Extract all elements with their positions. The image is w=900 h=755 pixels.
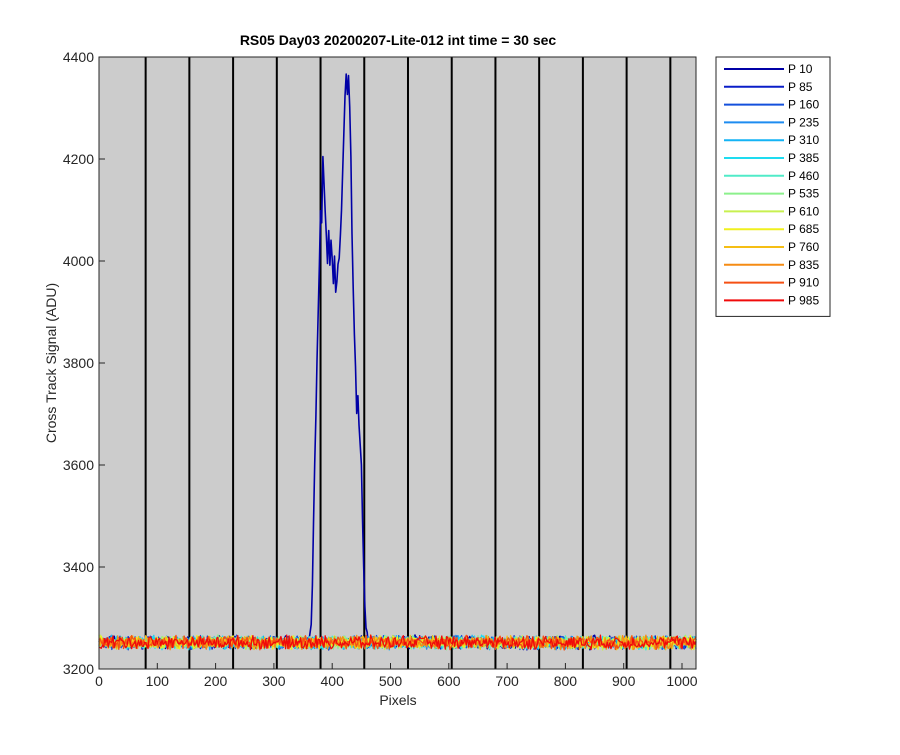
y-axis: 3200 3400 3600 3800 4000 4200 4400 [63,49,105,677]
x-tick-label: 100 [146,673,170,689]
series-line-p-985 [98,634,697,651]
x-axis: 0 100 200 300 400 500 600 700 800 900 1000 [95,663,698,689]
x-tick-label: 900 [612,673,636,689]
x-tick-label: 700 [495,673,519,689]
legend-entry: P 985 [788,293,819,307]
y-tick-label: 4400 [63,49,94,65]
x-tick-label: 200 [204,673,228,689]
legend-entry: P 85 [788,80,813,94]
legend-entry: P 610 [788,204,819,218]
series-layer [98,73,697,651]
legend-entry: P 385 [788,151,819,165]
x-tick-label: 500 [379,673,403,689]
x-tick-label: 800 [554,673,578,689]
legend-entry: P 685 [788,222,819,236]
x-tick-label: 400 [321,673,345,689]
x-axis-label: Pixels [379,692,416,708]
legend-entry: P 460 [788,169,819,183]
y-tick-label: 3600 [63,457,94,473]
y-axis-label: Cross Track Signal (ADU) [43,283,59,443]
x-tick-label: 600 [437,673,461,689]
x-tick-label: 0 [95,673,103,689]
y-tick-label: 3200 [63,661,94,677]
y-tick-label: 4200 [63,151,94,167]
legend-entry: P 310 [788,133,819,147]
y-tick-label: 3400 [63,559,94,575]
x-tick-label: 300 [262,673,286,689]
chart-title: RS05 Day03 20200207-Lite-012 int time = … [240,32,557,48]
legend-entry: P 910 [788,276,819,290]
legend-entry: P 835 [788,258,819,272]
x-tick-label: 1000 [666,673,697,689]
legend-entry: P 235 [788,115,819,129]
y-tick-label: 3800 [63,355,94,371]
legend-box [715,56,831,317]
legend-entry: P 760 [788,240,819,254]
legend-entry: P 10 [788,62,813,76]
legend-entry: P 160 [788,98,819,112]
legend-entry: P 535 [788,187,819,201]
legend: P 10 P 85 P 160 P 235 P 310 P 385 P 460 P 535 P … [715,56,831,317]
plot-area [99,57,696,669]
vertical-gridlines [144,57,672,669]
y-tick-label: 4000 [63,253,94,269]
